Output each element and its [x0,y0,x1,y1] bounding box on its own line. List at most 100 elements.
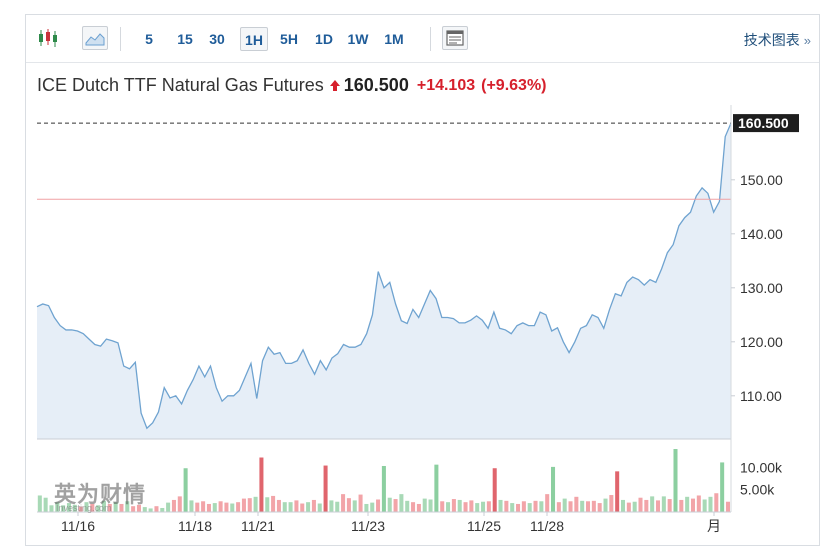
volume-bar [113,502,118,512]
volume-bar [696,495,701,512]
timeframe-5[interactable]: 5 [145,31,153,47]
volume-bar [131,506,136,512]
volume-tick-label: 5.00k [740,482,775,498]
price-change: +14.103 [416,76,476,94]
volume-bar [335,501,340,512]
volume-bar [510,503,515,512]
volume-bar [294,500,299,512]
chart-axes: 160.500 150.00 140.00 130.00 120.00 110.00 10.… [37,105,799,534]
technical-chart-label: 技术图表 [743,32,800,48]
timeframe-1d[interactable]: 1D [315,31,333,47]
volume-bar [96,505,101,512]
volume-bar [463,502,468,512]
y-tick-label: 130.00 [740,280,783,296]
volume-bar [411,502,416,512]
x-tick-label: 11/25 [467,518,501,534]
volume-bar [387,497,392,512]
timeframe-1w[interactable]: 1W [347,31,369,47]
volume-bar [364,503,369,512]
x-tick-label: 11/28 [530,518,564,534]
volume-bar [61,505,66,512]
volume-bar [725,501,730,512]
volume-bar [265,497,270,512]
last-price-label: 160.500 [738,115,789,131]
volume-bar [475,503,480,512]
volume-bar [49,505,54,512]
x-tick-label: 11/23 [351,518,385,534]
volume-bar [183,468,188,512]
price-change-percent: (+9.63%) [481,76,547,94]
volume-bar [603,498,608,512]
volume-bar [440,501,445,512]
candlestick-chart-icon[interactable] [36,26,62,50]
price-area-fill [37,123,731,439]
y-tick-label: 110.00 [740,388,782,404]
volume-bar [422,498,427,512]
volume-bar [329,500,334,512]
volume-bar [428,499,433,512]
volume-bar [551,466,556,512]
volume-bar [673,449,678,512]
volume-bar [690,498,696,512]
volume-bar [650,496,655,512]
volume-bar [615,471,620,512]
volume-bar [405,500,410,512]
volume-bar [341,494,346,512]
volume-bar [84,502,89,512]
double-chevron-right-icon: » [803,33,811,48]
volume-bar [171,499,176,512]
volume-bar [119,503,124,512]
volume-bar [521,501,526,512]
volume-bar [66,503,71,512]
volume-bar [253,496,258,512]
volume-bar [352,500,357,512]
x-tick-label: 11/21 [241,518,275,534]
timeframe-30[interactable]: 30 [209,31,225,47]
volume-bar [259,457,264,512]
x-tick-label: 11/18 [178,518,212,534]
volume-bar [381,465,386,512]
volume-bar [434,464,439,512]
x-tick-label: 11/16 [61,518,95,534]
timeframe-15[interactable]: 15 [177,31,193,47]
chart-layout-icon[interactable] [442,26,468,50]
quote-header: ICE Dutch TTF Natural Gas Futures 160.500… [37,75,547,99]
price-panel [36,122,732,439]
volume-bar [177,496,182,512]
volume-tick-label: 10.00k [740,459,783,475]
technical-chart-link[interactable]: 技术图表» [744,30,811,50]
volume-bar [597,503,602,512]
y-tick-label: 140.00 [740,226,783,242]
volume-bar [271,495,276,512]
volume-bar [457,499,462,512]
volume-bar [632,501,637,512]
price-chart[interactable]: 160.500 150.00 140.00 130.00 120.00 110.00 10.… [26,15,821,547]
timeframe-5h[interactable]: 5H [280,31,298,47]
volume-bar [586,501,591,512]
y-tick-label: 150.00 [740,172,783,188]
volume-bar [241,498,246,512]
volume-bar [247,498,252,512]
volume-bar [37,495,42,512]
volume-bar [539,501,544,512]
volume-bar [236,502,241,512]
volume-bar [125,501,130,512]
volume-bar [644,499,649,512]
volume-bar [370,502,375,512]
area-chart-icon[interactable] [82,26,108,50]
volume-bar [492,468,497,512]
volume-bar [358,494,363,512]
volume-bar [55,502,60,512]
volume-bar [446,502,451,512]
volume-bar [679,499,684,512]
volume-bar [574,496,579,512]
volume-bar [702,499,707,512]
timeframe-1m[interactable]: 1M [384,31,404,47]
volume-bar [160,507,165,512]
volume-bar [667,499,672,512]
volume-bar [655,500,661,512]
volume-bar [206,503,211,512]
volume-bar [154,506,159,512]
volume-bar [451,499,456,512]
timeframe-1h[interactable]: 1H [240,27,268,51]
